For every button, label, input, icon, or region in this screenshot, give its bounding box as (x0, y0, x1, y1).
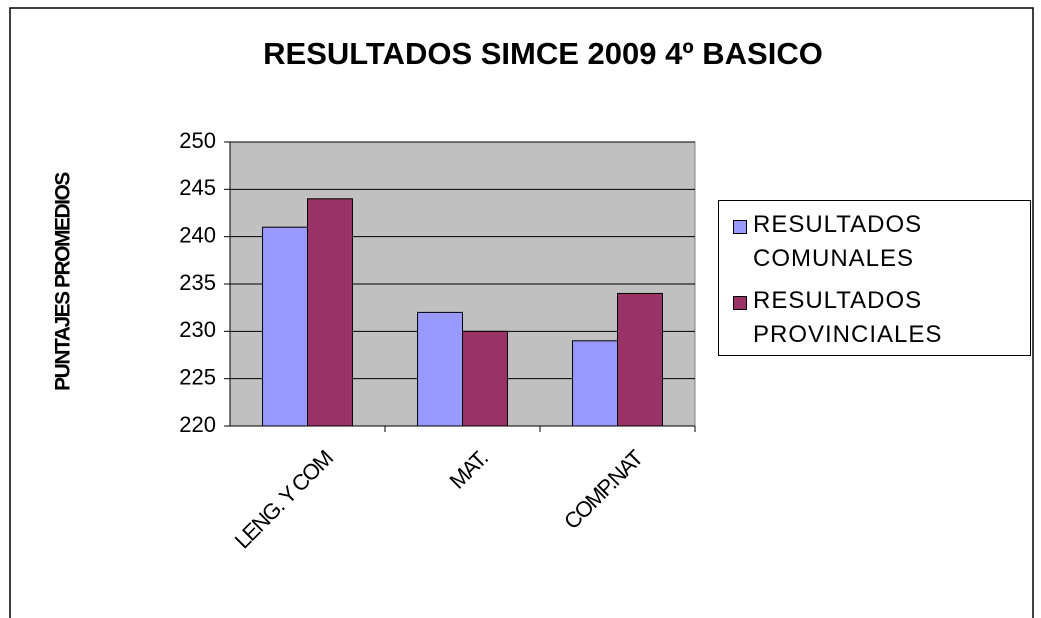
y-tick-label: 245 (179, 175, 216, 200)
bar (572, 340, 618, 427)
legend-label: RESULTADOS COMUNALES (753, 211, 923, 272)
bar (462, 330, 508, 427)
y-tick-label: 235 (179, 270, 216, 295)
y-tick-label: 250 (179, 128, 216, 153)
y-tick-label: 240 (179, 222, 216, 247)
bar (417, 311, 463, 427)
y-axis-label: PUNTAJES PROMEDIOS (52, 172, 75, 391)
bar (617, 292, 663, 427)
legend: RESULTADOS COMUNALES RESULTADOS PROVINCIA… (718, 200, 1031, 356)
y-tick-label: 220 (179, 412, 216, 437)
y-tick-label: 225 (179, 364, 216, 389)
bar (307, 198, 353, 427)
y-tick-label: 230 (179, 317, 216, 342)
legend-swatch (733, 220, 747, 234)
chart-title: RESULTADOS SIMCE 2009 4º BASICO (263, 36, 823, 71)
legend-label: RESULTADOS PROVINCIALES (753, 287, 943, 348)
legend-swatch (733, 296, 747, 310)
bar (262, 226, 308, 427)
